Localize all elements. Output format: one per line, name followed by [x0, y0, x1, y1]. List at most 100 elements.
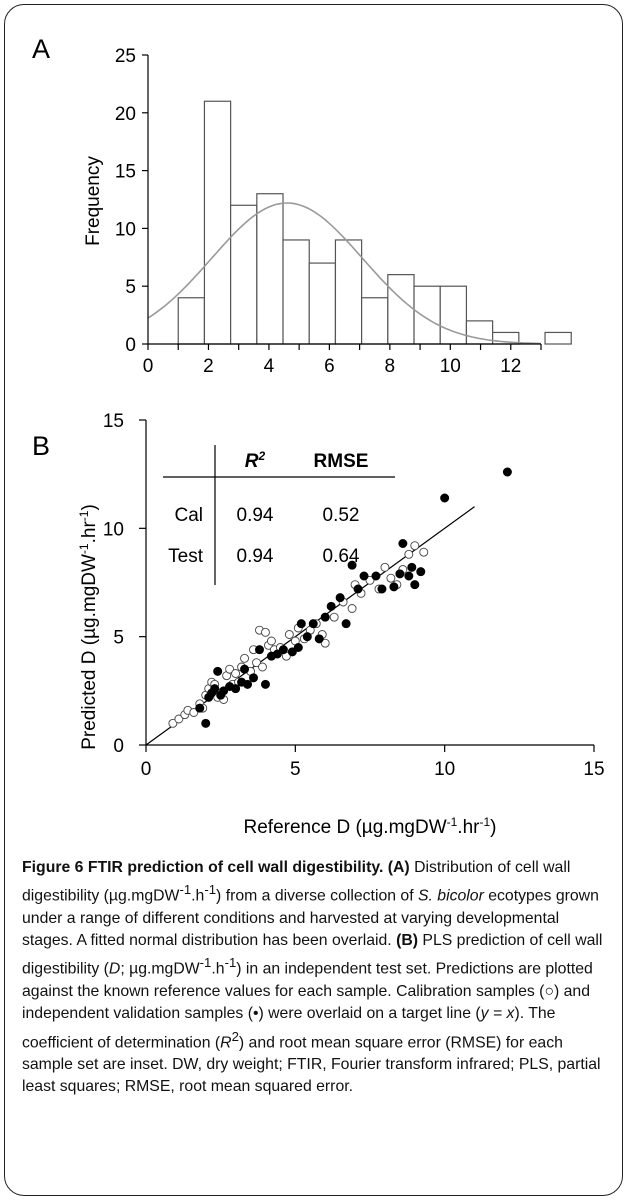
caption-paragraph: Figure 6 FTIR prediction of cell wall di… [22, 857, 612, 1099]
test-point [502, 467, 512, 477]
caption-title: FTIR prediction of cell wall digestibili… [87, 859, 384, 876]
caption-text: .h [211, 960, 225, 978]
calibration-point [189, 708, 199, 717]
figure-caption: Figure 6 FTIR prediction of cell wall di… [22, 857, 612, 1099]
test-point [293, 643, 303, 652]
calibration-point [419, 547, 429, 557]
test-point [260, 679, 270, 689]
histogram-bar [361, 297, 389, 345]
x-tick-label: 15 [583, 759, 604, 780]
calibration-point [225, 664, 235, 674]
caption-species: S. bicolor [417, 887, 484, 905]
x-axis-label-b: Reference D (µg.mgDW-1.hr-1) [244, 815, 497, 838]
inset-row-test-label: Test [168, 546, 204, 567]
caption-sup: -1 [199, 955, 212, 971]
x-tick-label: 12 [500, 356, 521, 377]
caption-figure-label: Figure 6 [22, 859, 84, 876]
histogram-chart: A Frequency 0 5 10 15 20 25 0 2 4 6 8 10 12 [32, 34, 572, 377]
caption-text: ; µg.mgDW [120, 960, 200, 978]
inset-row-test-r2: 0.94 [237, 546, 274, 567]
test-point [335, 593, 345, 603]
test-point [371, 571, 381, 581]
caption-panel-b-label: (B) [396, 932, 419, 950]
y-axis-label: Frequency [83, 156, 104, 246]
test-point [272, 649, 282, 659]
x-tick-label: 0 [141, 759, 152, 780]
histogram-bar [413, 285, 441, 345]
figure-frame [4, 4, 623, 1196]
calibration-point [252, 658, 261, 668]
x-tick-label: 10 [440, 356, 461, 377]
caption-sup: 2 [231, 1028, 239, 1044]
caption-text: ). The coefficient of determination ( [22, 1005, 556, 1051]
y-tick-label: 20 [115, 104, 136, 125]
test-point [407, 562, 417, 572]
test-point [240, 664, 250, 674]
caption-text: ) from a diverse collection of [216, 887, 414, 905]
calibration-point [404, 549, 414, 559]
test-point [254, 645, 264, 655]
scatter-chart: B Predicted D (µg.mgDW-1.hr-1) Reference… [32, 411, 605, 838]
histogram-bar [282, 239, 310, 345]
inset-table: R2 RMSE Cal 0.94 0.52 Test 0.94 0.64 [163, 445, 395, 585]
test-point [395, 569, 405, 579]
caption-sup: -1 [179, 882, 192, 898]
test-point [278, 645, 288, 655]
y-tick-label: 5 [125, 277, 136, 298]
test-point [416, 567, 426, 577]
inset-header-r2: R2 [245, 449, 266, 472]
caption-text: .h [191, 887, 205, 905]
test-point [308, 619, 318, 629]
x-tick-label: 4 [264, 356, 275, 377]
histogram-bars [177, 100, 572, 345]
test-point [440, 493, 450, 503]
histogram-bar [256, 193, 284, 345]
calibration-point [410, 541, 420, 551]
caption-target-eq: y = x [480, 1005, 515, 1023]
inset-row-cal-label: Cal [174, 505, 203, 526]
test-point [249, 673, 259, 683]
test-point [347, 560, 357, 570]
test-point [389, 582, 399, 592]
test-point [302, 632, 312, 642]
x-tick-label: 0 [143, 356, 154, 377]
caption-text: ) in an independent test set. Prediction… [22, 960, 593, 1023]
histogram-bar [308, 262, 337, 345]
histogram-bar [177, 297, 206, 345]
test-point [210, 684, 220, 694]
calibration-point [329, 612, 339, 622]
caption-sup: -1 [224, 955, 237, 971]
test-point [326, 601, 336, 611]
test-points [195, 467, 512, 728]
test-point [353, 584, 363, 594]
calibration-point [380, 562, 390, 572]
test-point [287, 647, 297, 657]
histogram-bar [230, 204, 258, 345]
caption-sup: -1 [204, 882, 217, 898]
test-point [296, 619, 306, 629]
test-point [404, 571, 414, 581]
calibration-point [365, 575, 375, 585]
caption-d-symbol: D [108, 960, 121, 978]
test-point [410, 580, 420, 590]
test-point [341, 619, 351, 629]
panel-label-a: A [32, 34, 50, 64]
caption-panel-a-label: (A) [387, 859, 410, 876]
inset-row-cal-rmse: 0.52 [323, 505, 360, 526]
test-point [195, 703, 205, 713]
y-tick-label: 10 [115, 219, 136, 240]
calibration-point [168, 718, 178, 728]
caption-text: PLS prediction of cell wall digestibilit… [22, 932, 603, 978]
calibration-point [174, 714, 184, 724]
caption-text: ecotypes grown under a range of differen… [22, 887, 599, 950]
caption-text: ) and root mean square error (RMSE) for … [22, 1033, 601, 1096]
y-tick-label: 10 [103, 519, 124, 540]
inset-row-cal-r2: 0.94 [237, 505, 274, 526]
calibration-point [320, 638, 330, 648]
test-point [377, 584, 387, 594]
inset-header-rmse: RMSE [314, 451, 369, 472]
caption-r2-symbol: R [220, 1033, 232, 1051]
scatter-axes: 0 5 10 15 0 5 10 15 [103, 411, 605, 780]
panel-label-b: B [32, 431, 50, 461]
test-point [320, 612, 330, 622]
